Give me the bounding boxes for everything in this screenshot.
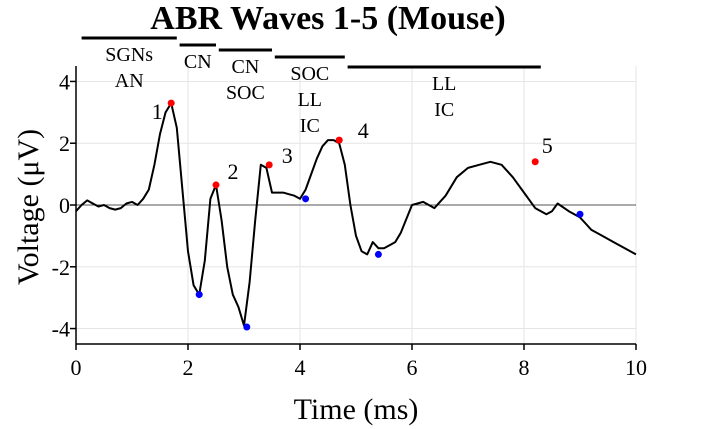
abr-trace [75, 102, 637, 327]
y-tick-label: 4 [59, 69, 70, 94]
y-tick-label: 0 [59, 193, 70, 218]
chart-title: ABR Waves 1-5 (Mouse) [150, 0, 505, 37]
trough-marker [576, 210, 584, 218]
region-label: LL [432, 73, 456, 95]
peak-trough-markers: 1 2 3 4 5 [152, 99, 584, 331]
x-tick-label: 6 [407, 355, 418, 380]
wave-label: 2 [228, 159, 239, 184]
region-label: SOC [226, 82, 265, 104]
wave-label: 4 [358, 118, 369, 143]
wave-label: 3 [282, 143, 293, 168]
tick-labels: 0 2 4 6 8 10 -4 -2 0 2 4 [52, 69, 647, 380]
trough-marker [374, 250, 382, 258]
trough-marker [302, 195, 310, 203]
wave-label: 5 [542, 133, 553, 158]
y-axis-label: Voltage (μV) [12, 129, 45, 285]
region-label: CN [232, 56, 260, 78]
region-label: LL [298, 89, 322, 111]
peak-marker [265, 161, 273, 169]
y-tick-label: -2 [52, 255, 70, 280]
peak-marker [167, 99, 175, 107]
x-axis-label: Time (ms) [294, 393, 419, 426]
trough-marker [243, 323, 251, 331]
y-tick-label: 2 [59, 131, 70, 156]
region-label: IC [434, 99, 454, 121]
trough-marker [195, 291, 203, 299]
wave-label: 1 [152, 99, 163, 124]
region-label: CN [184, 51, 212, 73]
x-tick-label: 2 [183, 355, 194, 380]
peak-marker [212, 181, 220, 189]
region-label: SGNs [105, 44, 153, 66]
region-label: IC [300, 115, 320, 137]
region-label: SOC [290, 63, 329, 85]
peak-marker [531, 158, 539, 166]
x-tick-label: 0 [71, 355, 82, 380]
x-tick-label: 8 [519, 355, 530, 380]
y-tick-label: -4 [52, 317, 70, 342]
x-tick-label: 10 [625, 355, 647, 380]
peak-marker [335, 136, 343, 144]
region-bars: SGNs AN CN CN SOC SOC LL IC LL IC [81, 36, 541, 137]
region-label: AN [115, 70, 144, 92]
x-tick-label: 4 [295, 355, 306, 380]
